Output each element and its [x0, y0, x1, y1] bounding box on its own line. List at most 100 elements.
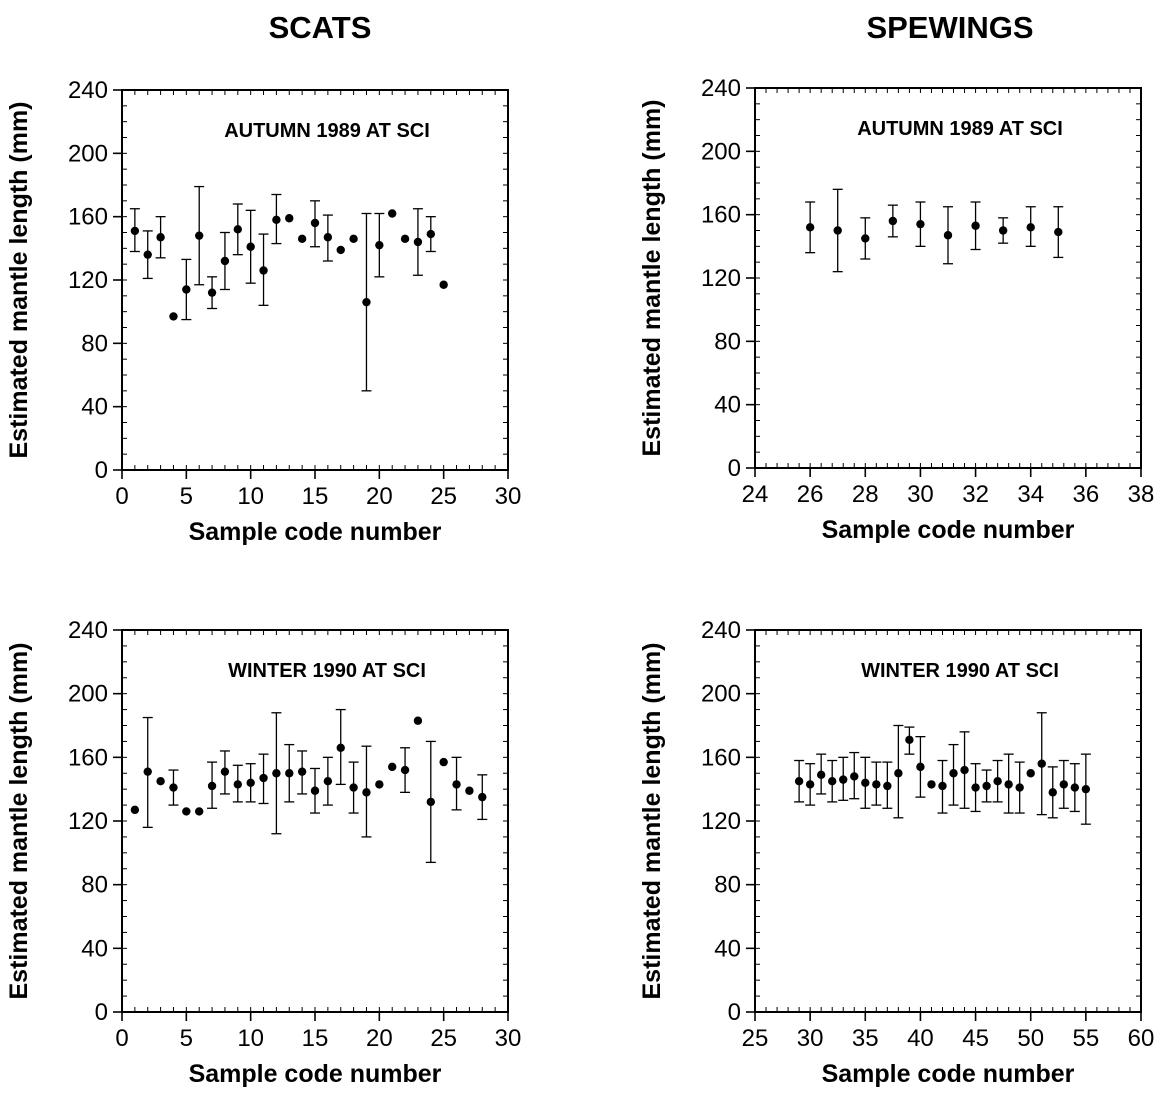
data-point	[310, 786, 320, 795]
x-tick-label: 5	[180, 483, 193, 510]
x-tick-label: 60	[1128, 1025, 1155, 1052]
chart-panel-2: 24 26 28 30 32 34 36 38 0 40 80 120 160 200 240 Sample …	[638, 75, 1154, 544]
y-tick-label: 160	[68, 744, 108, 771]
x-tick-label: 25	[430, 1025, 457, 1052]
x-tick-label: 38	[1128, 481, 1155, 508]
data-point	[143, 250, 152, 259]
x-tick-label: 32	[962, 481, 989, 508]
data-point	[130, 805, 140, 815]
data-point	[233, 225, 242, 234]
data-point	[916, 762, 925, 772]
data-point	[413, 237, 423, 247]
plot-frame	[754, 87, 1142, 469]
panel-title: AUTUMN 1989 AT SCI	[224, 120, 430, 142]
data-point	[949, 769, 958, 778]
data-point	[246, 778, 255, 787]
y-tick-label: 120	[701, 265, 741, 292]
x-tick-label: 45	[962, 1025, 989, 1052]
data-point	[888, 216, 898, 226]
y-tick-label: 240	[68, 77, 108, 104]
data-point	[850, 772, 859, 781]
y-tick-label: 200	[68, 681, 108, 708]
data-point	[400, 234, 410, 244]
x-tick-label: 0	[115, 483, 128, 510]
data-point	[207, 781, 217, 791]
y-axis-label: Estimated mantle length (mm)	[638, 100, 666, 457]
x-tick-label: 10	[237, 483, 264, 510]
y-tick-label: 80	[714, 872, 741, 899]
data-point	[439, 280, 448, 289]
chart-panel-3: 0 5 10 15 20 25 30 0 40 80 120 160 200 240 Sample code…	[5, 617, 521, 1088]
data-point	[169, 312, 178, 321]
data-point	[982, 781, 991, 791]
y-axis-label: Estimated mantle length (mm)	[5, 102, 33, 459]
x-axis-label: Sample code number	[189, 1060, 442, 1088]
x-tick-label: 20	[366, 1025, 393, 1052]
data-point	[285, 769, 294, 778]
data-point	[310, 218, 320, 228]
data-point	[971, 221, 980, 230]
data-point	[220, 256, 230, 266]
data-point	[195, 231, 204, 240]
data-point	[143, 767, 152, 776]
plot-frame	[754, 629, 1142, 1013]
x-tick-label: 30	[495, 483, 522, 510]
data-point	[905, 735, 914, 745]
column-title-scats: SCATS	[268, 10, 372, 45]
data-point	[943, 231, 953, 240]
data-point	[182, 807, 191, 816]
data-point	[1026, 769, 1035, 778]
y-axis-label: Estimated mantle length (mm)	[638, 643, 666, 1000]
x-tick-label: 0	[115, 1025, 128, 1052]
data-point	[805, 780, 815, 789]
y-tick-label: 120	[701, 808, 741, 835]
x-tick-label: 30	[797, 1025, 824, 1052]
x-tick-label: 28	[852, 481, 879, 508]
data-point	[297, 767, 307, 776]
data-point	[388, 762, 397, 772]
y-tick-label: 80	[81, 872, 108, 899]
data-point	[272, 215, 281, 225]
x-tick-label: 20	[366, 483, 393, 510]
data-point	[156, 233, 165, 242]
data-point	[349, 234, 358, 244]
data-point	[872, 780, 881, 789]
data-point	[1054, 227, 1063, 237]
data-point	[833, 226, 842, 235]
data-point	[1070, 783, 1080, 792]
data-point	[246, 242, 255, 251]
data-point	[182, 285, 191, 294]
y-tick-label: 240	[701, 617, 741, 644]
data-point	[883, 781, 892, 791]
data-point	[452, 780, 461, 789]
y-tick-label: 200	[701, 138, 741, 165]
data-point	[413, 716, 423, 725]
chart-panel-1: 0 5 10 15 20 25 30 0 40 80 120 160 200 240 Sample code…	[5, 77, 521, 546]
data-point	[894, 769, 903, 778]
y-tick-label: 200	[68, 140, 108, 167]
data-point	[1026, 223, 1035, 232]
x-tick-label: 10	[237, 1025, 264, 1052]
data-point	[336, 245, 345, 255]
data-point	[478, 792, 487, 802]
data-point	[362, 788, 371, 797]
data-point	[794, 777, 804, 786]
y-tick-label: 40	[714, 392, 741, 419]
data-point	[349, 783, 358, 792]
x-tick-label: 40	[907, 1025, 934, 1052]
data-point	[927, 780, 936, 789]
data-point	[998, 226, 1008, 235]
x-tick-label: 30	[907, 481, 934, 508]
data-point	[916, 219, 925, 229]
x-axis-label: Sample code number	[822, 516, 1075, 544]
data-point	[938, 781, 947, 791]
x-tick-label: 15	[302, 1025, 329, 1052]
data-point	[323, 233, 333, 242]
data-point	[297, 234, 307, 244]
data-point	[465, 786, 474, 795]
x-tick-label: 55	[1073, 1025, 1100, 1052]
y-tick-label: 0	[728, 999, 741, 1026]
y-tick-label: 120	[68, 808, 108, 835]
data-point	[426, 797, 435, 807]
